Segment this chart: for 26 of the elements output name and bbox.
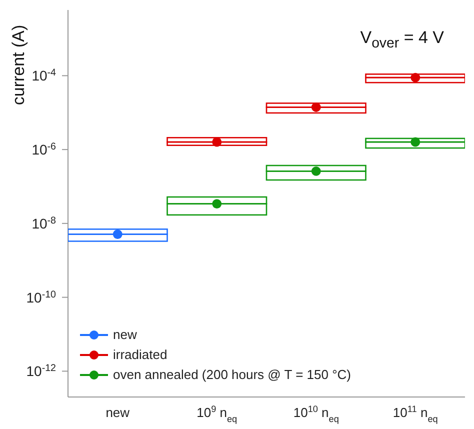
point bbox=[112, 230, 122, 239]
y-tick-label: 10$^{-4}$ bbox=[32, 67, 57, 84]
y-tick-label: 10$^{-12}$ bbox=[26, 362, 56, 380]
legend-label: oven annealed (200 hours @ T = 150 °C) bbox=[113, 366, 351, 384]
bar bbox=[166, 141, 268, 146]
x-tick-label: 10$^{9}$ n$_{eq}$ bbox=[196, 404, 238, 424]
point bbox=[212, 137, 222, 147]
y-tick-label: 10$^{-6}$ bbox=[32, 141, 57, 158]
point bbox=[410, 72, 420, 82]
x-tick-label: 10$^{11}$ n$_{eq}$ bbox=[392, 404, 438, 424]
point bbox=[311, 166, 321, 176]
point bbox=[410, 137, 420, 147]
y-tick-label: 10$^{-8}$ bbox=[32, 214, 57, 232]
point bbox=[212, 199, 222, 209]
annotation: V$_{over}$ = 4 V bbox=[360, 28, 444, 52]
bar bbox=[365, 76, 465, 84]
x-tick-label: 10$^{10}$ n$_{eq}$ bbox=[293, 404, 339, 424]
x-tick-label: new bbox=[106, 405, 130, 420]
bar bbox=[266, 106, 366, 114]
y-tick-label: 10$^{-10}$ bbox=[26, 288, 57, 306]
point bbox=[311, 102, 321, 112]
legend-label: new bbox=[113, 326, 137, 344]
bar bbox=[166, 137, 268, 143]
bar bbox=[365, 141, 465, 149]
y-axis-title: current (A) bbox=[9, 24, 28, 106]
legend-label: irradiated bbox=[113, 346, 168, 364]
